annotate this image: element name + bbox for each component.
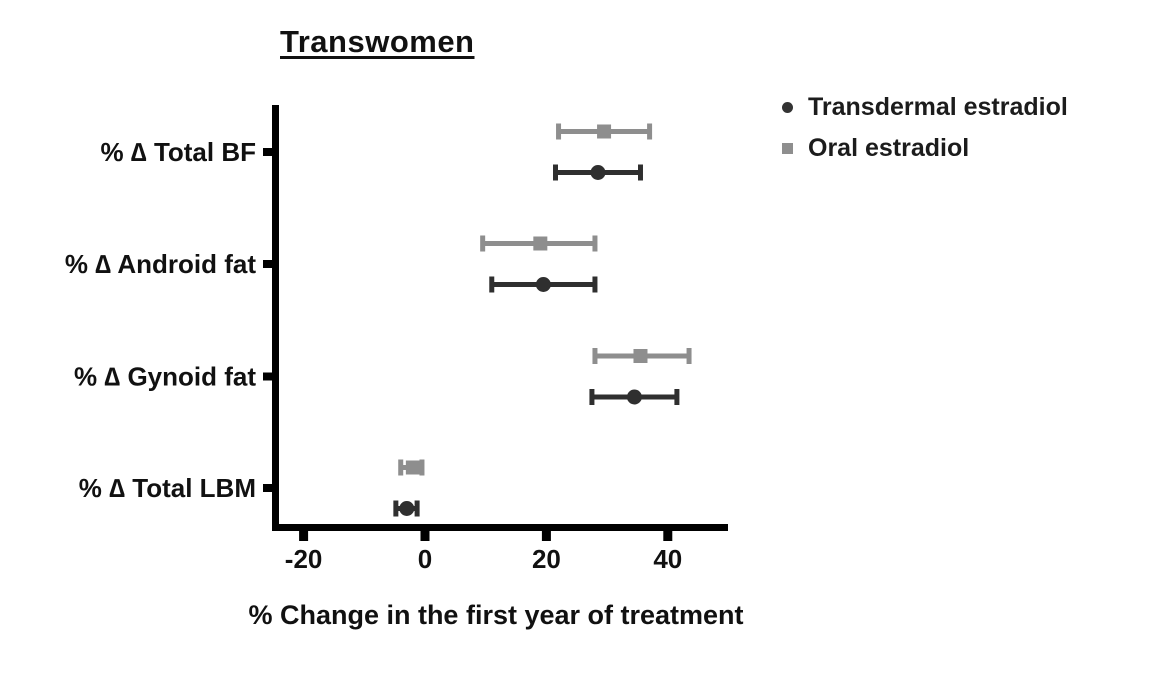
category-label: % ∆ Android fat xyxy=(65,249,256,279)
legend-label: Oral estradiol xyxy=(808,133,970,162)
x-tick-label: 0 xyxy=(418,544,432,574)
x-tick-label: 40 xyxy=(653,544,682,574)
square-marker-icon xyxy=(782,142,793,154)
data-point-marker xyxy=(626,389,642,405)
data-point-marker xyxy=(597,124,612,139)
data-point-marker xyxy=(399,501,415,516)
legend: Transdermal estradiol Oral estradiol xyxy=(782,92,1068,174)
data-point-marker xyxy=(535,277,551,292)
category-label: % ∆ Total BF xyxy=(100,137,256,167)
legend-item-transdermal: Transdermal estradiol xyxy=(782,92,1068,122)
category-label: % ∆ Total LBM xyxy=(79,473,256,503)
category-label: % ∆ Gynoid fat xyxy=(74,362,256,392)
circle-marker-icon xyxy=(782,101,793,113)
legend-label: Transdermal estradiol xyxy=(808,92,1068,121)
chart-title: Transwomen xyxy=(280,24,475,59)
x-tick-label: 20 xyxy=(532,544,561,574)
data-point-marker xyxy=(633,349,648,363)
data-point-marker xyxy=(533,236,548,251)
x-tick-label: -20 xyxy=(285,544,323,574)
x-axis-label: % Change in the first year of treatment xyxy=(248,600,743,630)
data-point-marker xyxy=(405,460,420,475)
legend-item-oral: Oral estradiol xyxy=(782,133,1068,163)
data-point-marker xyxy=(590,165,606,180)
